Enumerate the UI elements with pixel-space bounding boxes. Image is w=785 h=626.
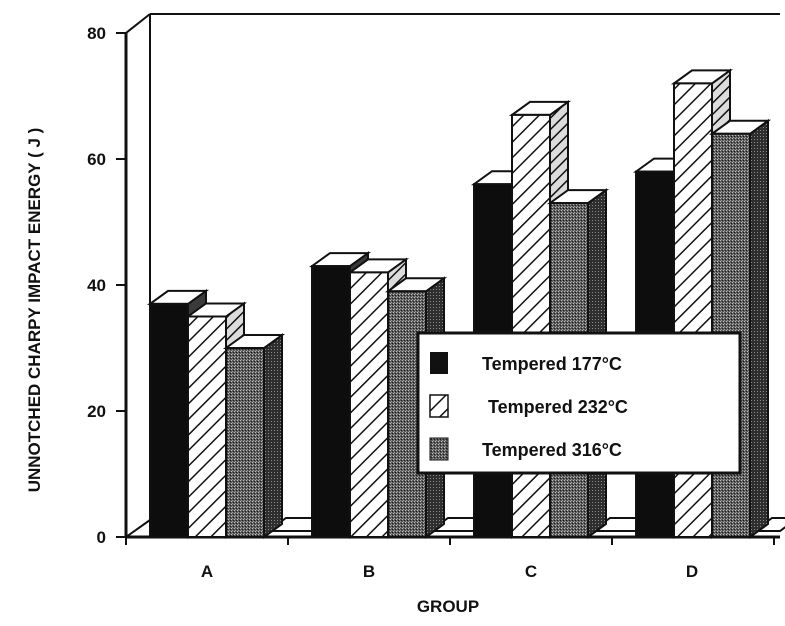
bar-side	[263, 333, 283, 539]
x-axis: A B C D	[125, 537, 775, 581]
legend-label-316: Tempered 316°C	[482, 440, 622, 460]
y-tick-label: 60	[87, 150, 106, 169]
bar	[187, 315, 227, 538]
bar	[149, 302, 189, 538]
legend-swatch-177	[430, 352, 448, 374]
bar	[311, 265, 351, 538]
y-tick-label: 20	[87, 402, 106, 421]
legend-box	[416, 331, 742, 475]
legend-swatch-232	[429, 394, 449, 418]
y-tick-label: 80	[87, 24, 106, 43]
y-axis: 0 20 40 60 80	[87, 24, 126, 547]
y-tick-label: 40	[87, 276, 106, 295]
x-tick-label: B	[363, 562, 375, 581]
y-axis-label: UNNOTCHED CHARPY IMPACT ENERGY ( J )	[25, 128, 44, 493]
y-tick-label: 0	[97, 528, 106, 547]
bar	[349, 271, 389, 538]
legend-swatch-316	[429, 437, 449, 461]
x-tick-label: C	[525, 562, 537, 581]
top-depth-edge	[125, 13, 151, 34]
bar	[225, 347, 265, 538]
bar-side	[749, 118, 769, 539]
legend-label-177: Tempered 177°C	[482, 354, 622, 374]
legend: Tempered 177°C Tempered 232°C Tempered 3…	[416, 331, 742, 475]
x-axis-label: GROUP	[417, 597, 479, 616]
floor-depth-edge	[125, 519, 151, 538]
x-tick-label: A	[201, 562, 213, 581]
legend-label-232: Tempered 232°C	[488, 397, 628, 417]
x-tick-label: D	[686, 562, 698, 581]
